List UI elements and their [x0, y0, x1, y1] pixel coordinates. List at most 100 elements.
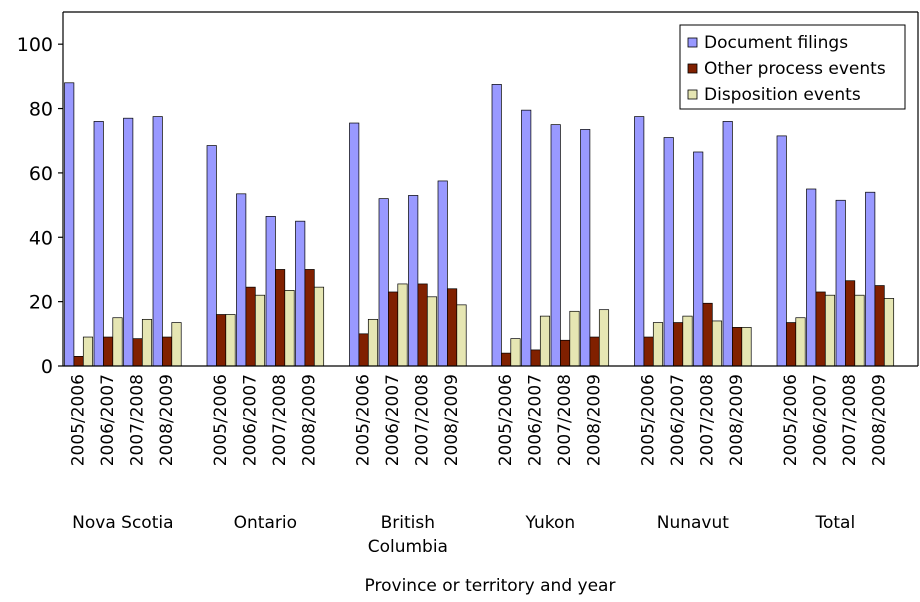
- bar-disposition-events: [824, 294, 836, 367]
- group-label: Columbia: [368, 537, 448, 557]
- bar-disposition-events: [539, 315, 551, 367]
- y-tick-label: 20: [29, 292, 53, 314]
- x-tick-label: 2005/2006: [211, 374, 231, 466]
- legend-swatch: [687, 63, 698, 74]
- bar-other-process-events: [73, 356, 84, 367]
- bar-other-process-events: [132, 338, 143, 367]
- legend-swatch: [687, 89, 698, 100]
- group-label: Nunavut: [657, 513, 730, 533]
- x-tick-label: 2008/2009: [727, 374, 747, 466]
- bar-document-filings: [93, 121, 104, 367]
- bar-disposition-events: [367, 318, 379, 367]
- bar-document-filings: [64, 82, 75, 367]
- x-tick-label: 2007/2008: [128, 374, 148, 466]
- bar-other-process-events: [673, 322, 684, 367]
- legend-label: Other process events: [704, 59, 886, 79]
- bar-document-filings: [408, 195, 419, 367]
- bar-other-process-events: [245, 286, 256, 367]
- bar-disposition-events: [254, 294, 266, 367]
- bar-other-process-events: [501, 352, 512, 367]
- bar-other-process-events: [417, 283, 428, 367]
- bar-other-process-events: [732, 327, 743, 367]
- bar-other-process-events: [304, 269, 315, 367]
- bars-layer: [64, 82, 895, 367]
- bar-other-process-events: [786, 322, 797, 367]
- bar-document-filings: [693, 151, 704, 367]
- bar-other-process-events: [275, 269, 286, 367]
- y-tick-label: 0: [41, 356, 53, 378]
- bar-other-process-events: [358, 333, 369, 367]
- bar-document-filings: [776, 135, 787, 367]
- x-tick-label: 2007/2008: [413, 374, 433, 466]
- bar-document-filings: [378, 198, 389, 367]
- group-label: Ontario: [234, 513, 297, 533]
- group-label: Total: [814, 513, 855, 533]
- bar-document-filings: [491, 84, 502, 367]
- x-tick-label: 2008/2009: [585, 374, 605, 466]
- bar-other-process-events: [589, 336, 600, 367]
- bar-other-process-events: [388, 291, 399, 367]
- bar-disposition-events: [171, 322, 182, 367]
- bar-other-process-events: [530, 349, 541, 367]
- bar-other-process-events: [845, 280, 856, 367]
- bar-disposition-events: [426, 296, 438, 367]
- bar-document-filings: [123, 117, 134, 367]
- group-label: Nova Scotia: [72, 513, 173, 533]
- bar-document-filings: [722, 121, 733, 367]
- x-tick-label: 2006/2007: [526, 374, 546, 466]
- bar-document-filings: [663, 137, 674, 367]
- bar-disposition-events: [225, 314, 236, 367]
- bar-other-process-events: [560, 339, 571, 367]
- labels-layer: 2005/2006 2006/2007 2007/2008 2008/2009 Nova…: [69, 374, 890, 596]
- bar-disposition-events: [711, 320, 723, 367]
- bar-other-process-events: [815, 291, 826, 367]
- bar-other-process-events: [643, 336, 654, 367]
- bar-document-filings: [349, 122, 360, 367]
- x-tick-label: 2007/2008: [698, 374, 718, 466]
- x-tick-label: 2008/2009: [442, 374, 462, 466]
- bar-disposition-events: [854, 294, 865, 367]
- legend-swatch: [687, 37, 698, 48]
- x-tick-label: 2005/2006: [639, 374, 659, 466]
- bar-other-process-events: [216, 314, 227, 367]
- x-tick-label: 2006/2007: [98, 374, 118, 466]
- x-tick-label: 2007/2008: [270, 374, 290, 466]
- x-tick-label: 2007/2008: [555, 374, 575, 466]
- bar-disposition-events: [141, 318, 153, 367]
- x-tick-label: 2005/2006: [354, 374, 374, 466]
- bar-document-filings: [206, 145, 217, 367]
- x-tick-label: 2005/2006: [496, 374, 516, 466]
- bar-disposition-events: [82, 336, 94, 367]
- bar-disposition-events: [795, 317, 806, 367]
- y-tick-label: 80: [29, 99, 53, 121]
- bar-document-filings: [550, 124, 561, 367]
- bar-document-filings: [634, 116, 645, 367]
- group-label: British: [381, 513, 435, 533]
- x-tick-label: 2008/2009: [300, 374, 320, 466]
- y-tick-label: 60: [29, 163, 53, 185]
- x-tick-label: 2006/2007: [668, 374, 688, 466]
- x-tick-label: 2005/2006: [69, 374, 89, 466]
- x-tick-label: 2007/2008: [840, 374, 860, 466]
- bar-other-process-events: [702, 302, 713, 367]
- x-tick-label: 2005/2006: [781, 374, 801, 466]
- bar-document-filings: [865, 191, 876, 367]
- bar-document-filings: [580, 129, 591, 367]
- bar-other-process-events: [874, 285, 885, 367]
- bar-disposition-events: [598, 309, 610, 367]
- x-tick-label: 2006/2007: [811, 374, 831, 466]
- bar-document-filings: [152, 116, 163, 367]
- y-tick-label: 100: [17, 34, 53, 56]
- bar-disposition-events: [456, 304, 467, 367]
- x-tick-label: 2008/2009: [870, 374, 890, 466]
- bar-other-process-events: [103, 336, 114, 367]
- group-label: Yukon: [525, 513, 576, 533]
- legend-box: [679, 24, 906, 110]
- bar-disposition-events: [510, 338, 521, 367]
- bar-disposition-events: [569, 310, 580, 367]
- bar-document-filings: [437, 180, 448, 367]
- bar-document-filings: [806, 188, 817, 367]
- bar-document-filings: [236, 193, 247, 367]
- bar-disposition-events: [112, 317, 123, 367]
